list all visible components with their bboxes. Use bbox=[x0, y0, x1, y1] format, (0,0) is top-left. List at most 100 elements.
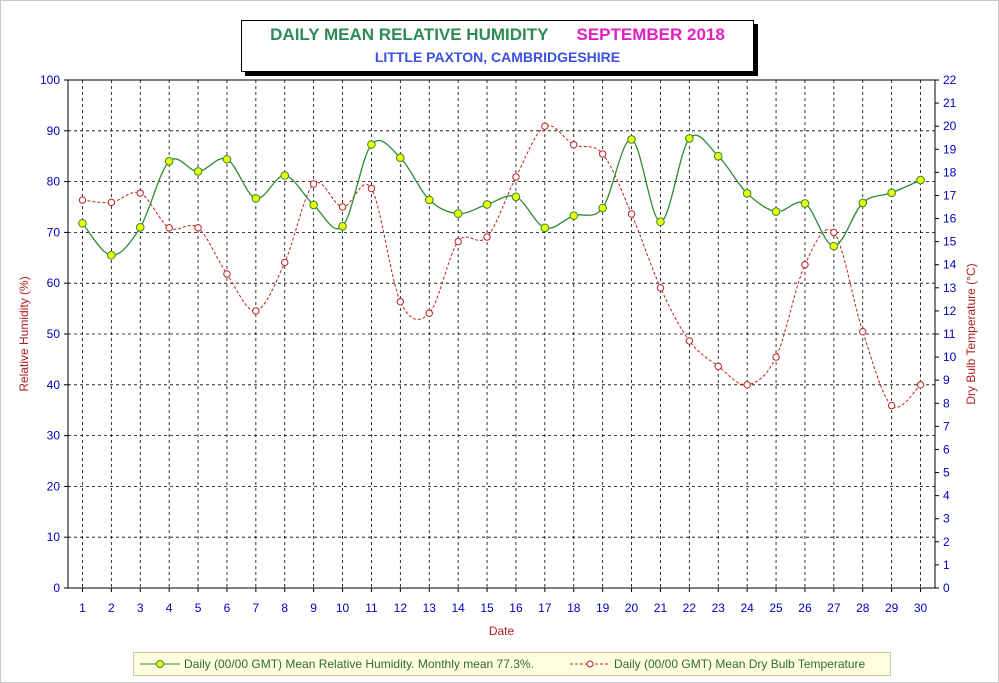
y-tick-label: 30 bbox=[47, 429, 61, 443]
legend-humidity-label: Daily (00/00 GMT) Mean Relative Humidity… bbox=[184, 656, 534, 671]
temperature-line bbox=[82, 124, 921, 408]
humidity-point bbox=[453, 209, 463, 218]
x-tick-label: 24 bbox=[740, 601, 754, 615]
y2-tick-label: 3 bbox=[943, 512, 950, 526]
humidity-point bbox=[511, 192, 521, 202]
x-tick-label: 18 bbox=[567, 601, 581, 615]
x-tick-label: 25 bbox=[769, 601, 783, 615]
humidity-point bbox=[396, 153, 405, 163]
x-tick-label: 1 bbox=[79, 601, 86, 615]
x-tick-label: 20 bbox=[625, 601, 639, 615]
temperature-point bbox=[887, 401, 896, 410]
x-tick-label: 9 bbox=[310, 601, 317, 615]
y-tick-label: 10 bbox=[47, 530, 61, 544]
temperature-point bbox=[223, 270, 231, 278]
x-tick-label: 2 bbox=[108, 601, 115, 615]
legend-humidity-symbol bbox=[140, 659, 180, 668]
y2-tick-label: 9 bbox=[943, 373, 950, 387]
title-month: SEPTEMBER 2018 bbox=[576, 25, 725, 44]
humidity-point bbox=[338, 222, 347, 231]
x-tick-label: 30 bbox=[914, 601, 928, 615]
y2-tick-label: 15 bbox=[943, 235, 957, 249]
y-tick-label: 80 bbox=[47, 175, 61, 189]
humidity-point bbox=[656, 217, 665, 227]
humidity-point bbox=[685, 134, 694, 143]
x-tick-label: 14 bbox=[451, 601, 465, 615]
legend-temperature-symbol bbox=[570, 660, 610, 668]
humidity-point bbox=[482, 200, 492, 209]
y2-tick-label: 12 bbox=[943, 304, 957, 318]
temperature-point bbox=[136, 189, 144, 197]
y2-tick-label: 1 bbox=[943, 558, 950, 572]
legend-item-temperature: Daily (00/00 GMT) Mean Dry Bulb Temperat… bbox=[570, 656, 865, 671]
x-tick-label: 5 bbox=[195, 601, 202, 615]
x-tick-label: 15 bbox=[480, 601, 494, 615]
temperature-point bbox=[338, 203, 347, 211]
y2-tick-label: 11 bbox=[943, 327, 956, 341]
humidity-point bbox=[280, 171, 290, 180]
y2-tick-label: 4 bbox=[943, 489, 950, 503]
humidity-point bbox=[164, 156, 174, 166]
y-axis-title: Relative Humidity (%) bbox=[17, 276, 31, 391]
temperature-point bbox=[252, 307, 260, 315]
chart-subtitle: LITTLE PAXTON, CAMBRIDGESHIRE bbox=[374, 49, 621, 65]
y2-tick-label: 6 bbox=[943, 442, 950, 456]
humidity-point bbox=[135, 223, 145, 232]
y-tick-label: 0 bbox=[53, 581, 60, 595]
y2-tick-label: 5 bbox=[943, 466, 950, 480]
temperature-point bbox=[454, 237, 462, 246]
humidity-point bbox=[309, 200, 318, 210]
legend-item-humidity: Daily (00/00 GMT) Mean Relative Humidity… bbox=[140, 656, 534, 671]
x-tick-label: 12 bbox=[394, 601, 408, 615]
humidity-point bbox=[193, 167, 203, 176]
y-tick-label: 20 bbox=[47, 479, 61, 493]
humidity-point bbox=[742, 188, 752, 198]
humidity-point bbox=[771, 207, 781, 216]
temperature-point bbox=[483, 233, 491, 241]
y-tick-label: 100 bbox=[40, 73, 60, 87]
y2-tick-label: 16 bbox=[943, 212, 957, 226]
y-tick-label: 60 bbox=[47, 276, 61, 290]
temperature-point bbox=[107, 198, 116, 207]
temperature-point bbox=[830, 228, 838, 237]
x-tick-label: 3 bbox=[137, 601, 144, 615]
humidity-point bbox=[916, 175, 925, 185]
chart-title: DAILY MEAN RELATIVE HUMIDITY SEPTEMBER 20… bbox=[242, 25, 753, 45]
x-tick-label: 28 bbox=[856, 601, 870, 615]
temperature-point bbox=[685, 337, 694, 345]
y2-tick-label: 22 bbox=[943, 73, 957, 87]
temperature-point bbox=[367, 184, 376, 193]
humidity-point bbox=[78, 218, 87, 228]
y2-tick-label: 8 bbox=[943, 396, 950, 410]
humidity-line bbox=[82, 134, 921, 256]
humidity-point bbox=[887, 188, 896, 198]
y2-tick-label: 7 bbox=[943, 419, 950, 433]
temperature-point bbox=[194, 224, 202, 232]
x-tick-label: 8 bbox=[281, 601, 288, 615]
temperature-point bbox=[570, 140, 578, 149]
x-tick-label: 13 bbox=[423, 601, 437, 615]
temperature-point bbox=[309, 180, 318, 188]
legend: Daily (00/00 GMT) Mean Relative Humidity… bbox=[133, 652, 891, 676]
humidity-point bbox=[424, 195, 434, 205]
temperature-point bbox=[512, 173, 520, 181]
temperature-point bbox=[743, 381, 751, 389]
y2-axis-title: Dry Bulb Temperature (°C) bbox=[964, 263, 978, 404]
x-tick-label: 27 bbox=[827, 601, 841, 615]
y2-tick-label: 0 bbox=[943, 581, 950, 595]
humidity-point bbox=[627, 135, 636, 144]
y2-tick-label: 18 bbox=[943, 165, 957, 179]
title-text: DAILY MEAN RELATIVE HUMIDITY bbox=[270, 25, 549, 44]
y2-tick-label: 2 bbox=[943, 535, 950, 549]
x-tick-label: 17 bbox=[538, 601, 552, 615]
x-tick-label: 23 bbox=[712, 601, 726, 615]
temperature-point bbox=[916, 381, 925, 389]
humidity-point bbox=[713, 151, 723, 161]
y2-tick-label: 17 bbox=[943, 188, 957, 202]
temperature-point bbox=[541, 122, 549, 130]
temperature-point bbox=[714, 362, 722, 371]
humidity-point bbox=[598, 203, 607, 213]
y-tick-label: 40 bbox=[47, 378, 61, 392]
temperature-point bbox=[772, 353, 780, 361]
